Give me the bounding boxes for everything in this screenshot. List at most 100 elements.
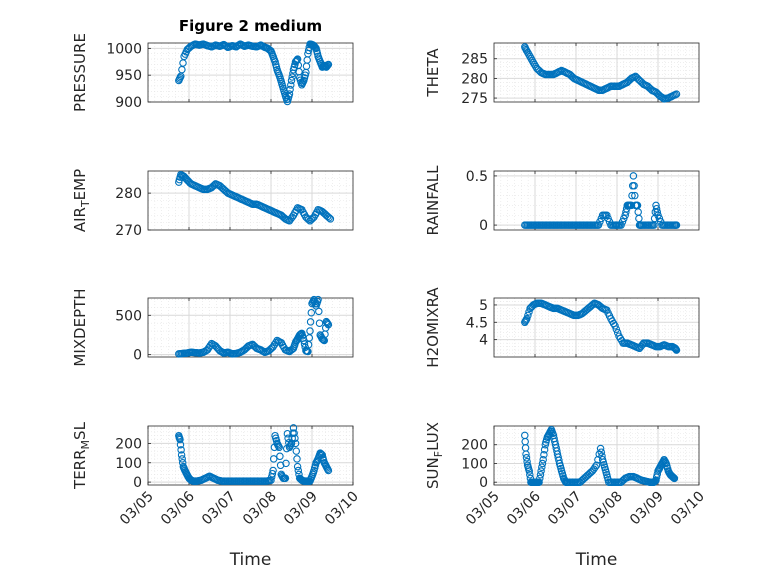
data-point xyxy=(538,463,546,471)
axes-frame xyxy=(493,297,700,358)
y-axis-label-part: SL xyxy=(71,421,89,440)
data-point xyxy=(536,470,545,479)
data-point xyxy=(597,448,606,456)
data-point xyxy=(282,459,290,468)
data-point xyxy=(672,346,681,354)
y-tick-label: 0 xyxy=(479,218,488,234)
data-point xyxy=(314,295,322,304)
y-tick-label: 100 xyxy=(115,456,142,472)
data-point xyxy=(591,463,599,471)
data-point xyxy=(323,319,332,328)
data-point xyxy=(617,221,625,229)
data-series-terrmsl xyxy=(175,424,333,485)
data-series-rainfall xyxy=(521,172,681,229)
y-tick-label: 280 xyxy=(461,71,488,87)
x-tick-label: 03/10 xyxy=(322,489,362,529)
data-point xyxy=(523,457,531,466)
y-axis-label-subscript: M xyxy=(79,440,92,450)
x-tick-label: 03/09 xyxy=(281,489,321,529)
x-tick-label: 03/07 xyxy=(199,489,239,529)
data-point xyxy=(317,449,325,458)
x-tick-label: 03/07 xyxy=(545,489,585,529)
x-tick-label: 03/09 xyxy=(627,489,667,529)
data-point xyxy=(525,467,534,475)
data-point xyxy=(286,85,294,94)
subplot-pressure: 900 950 1000 PRESSURE Figure 2 medium xyxy=(71,17,354,112)
y-axis-label-part: EMP xyxy=(71,169,89,200)
data-point xyxy=(670,474,679,483)
x-tick-label: 03/06 xyxy=(504,488,544,528)
data-point xyxy=(285,90,294,98)
data-point xyxy=(178,455,186,463)
data-point xyxy=(611,322,619,330)
data-point xyxy=(294,466,303,475)
y-axis-label: AIRTEMP xyxy=(71,169,92,232)
y-axis-label-part: LUX xyxy=(424,422,442,451)
subplot-airtemp: 270 280 AIRTEMP xyxy=(71,169,354,239)
data-series-mixdepth xyxy=(175,295,333,358)
data-point xyxy=(631,191,639,200)
y-axis-label-subscript: T xyxy=(79,200,92,208)
data-point xyxy=(529,58,538,67)
data-point xyxy=(300,340,309,348)
y-tick-label: 275 xyxy=(461,91,488,107)
subplot-rainfall: 0 0.5 RAINFALL xyxy=(424,165,700,235)
y-axis-label-part: TERR xyxy=(71,449,89,490)
data-point xyxy=(538,459,547,468)
y-tick-label: 285 xyxy=(461,52,488,68)
x-axis-label: Time xyxy=(229,550,272,570)
data-point xyxy=(630,182,638,190)
y-axis-label-part: AIR xyxy=(71,207,89,232)
data-point xyxy=(176,435,184,444)
x-axis-label: Time xyxy=(575,550,618,570)
x-tick-label: 03/08 xyxy=(586,489,626,529)
axes-frame xyxy=(147,297,354,358)
data-point xyxy=(324,60,333,69)
data-point xyxy=(315,307,323,316)
y-tick-label: 900 xyxy=(115,95,142,111)
axes-frame xyxy=(147,170,354,231)
data-point xyxy=(293,455,301,463)
x-tick-label: 03/08 xyxy=(240,489,280,529)
data-point xyxy=(594,221,603,229)
y-axis-label-subscript: F xyxy=(432,451,445,457)
y-tick-label: 1000 xyxy=(106,41,142,57)
data-point xyxy=(281,474,290,482)
data-point xyxy=(612,325,621,333)
data-point xyxy=(523,315,531,323)
data-point xyxy=(291,434,299,443)
data-point xyxy=(536,474,544,483)
data-point xyxy=(525,308,533,316)
data-point xyxy=(650,477,659,486)
y-axis-label: SUNFLUX xyxy=(424,422,445,489)
data-point xyxy=(306,318,315,326)
data-point xyxy=(596,444,605,453)
y-tick-label: 280 xyxy=(115,186,142,202)
data-point xyxy=(672,221,681,229)
data-point xyxy=(323,61,332,70)
y-axis-label: MIXDEPTH xyxy=(71,288,89,366)
data-point xyxy=(326,215,335,223)
data-point xyxy=(293,462,302,471)
y-tick-label: 0.5 xyxy=(466,169,488,185)
data-point xyxy=(522,454,531,462)
data-point xyxy=(276,452,284,461)
data-point xyxy=(537,467,545,475)
x-tick-label: 03/10 xyxy=(668,489,708,529)
data-point xyxy=(287,81,295,89)
subplot-mixdepth: 0 500 MIXDEPTH xyxy=(71,288,354,367)
data-point xyxy=(323,318,331,327)
data-point xyxy=(269,455,278,463)
y-tick-label: 0 xyxy=(479,475,488,491)
y-tick-label: 4 xyxy=(479,333,488,349)
data-point xyxy=(325,213,333,222)
axes-frame xyxy=(493,42,700,103)
plot-area xyxy=(148,43,353,102)
x-tick-label: 03/05 xyxy=(463,489,503,529)
data-point xyxy=(287,76,296,85)
y-tick-label: 4.5 xyxy=(466,315,488,331)
y-axis-label-part: SUN xyxy=(424,457,442,489)
data-point xyxy=(177,451,186,459)
